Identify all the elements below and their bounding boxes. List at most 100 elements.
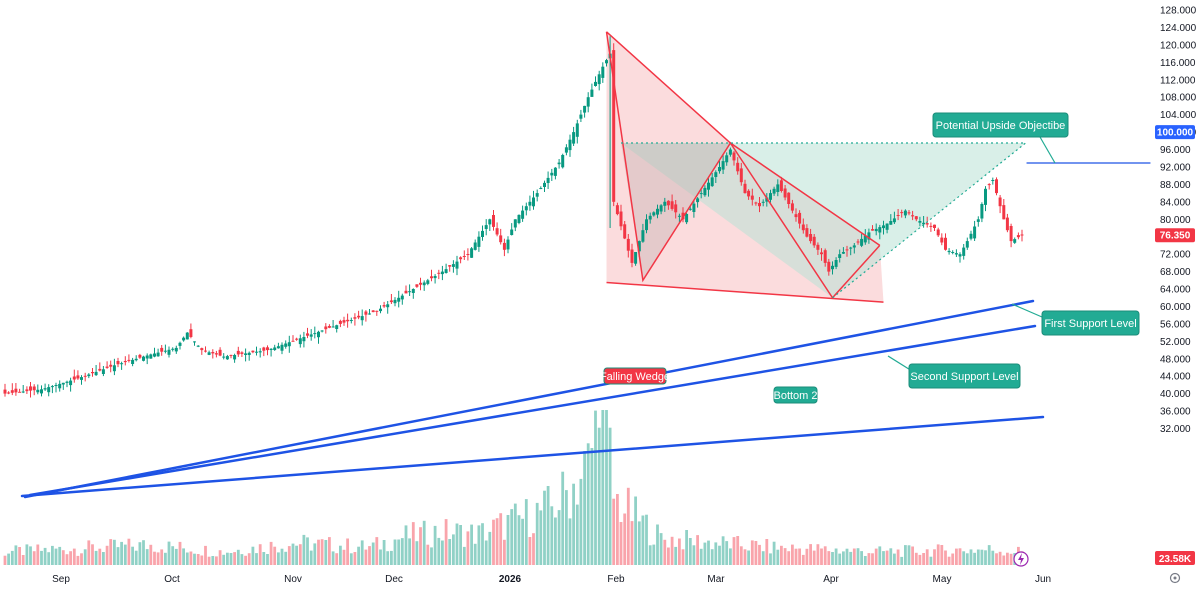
bottom2-label[interactable]: Bottom 2 [773, 386, 818, 404]
candle-body [783, 188, 787, 198]
volume-bar [572, 483, 575, 565]
second-support-label[interactable]: Second Support Level [887, 355, 1021, 389]
volume-bar [823, 546, 827, 565]
wedge-lower-line[interactable] [606, 281, 884, 303]
volume-bar [987, 545, 991, 565]
candle [98, 362, 102, 372]
volume-bar [94, 550, 98, 565]
candle-body [776, 184, 780, 192]
first-support-line[interactable] [23, 299, 1035, 499]
candle [794, 208, 798, 222]
volume-bar [309, 550, 313, 565]
candle-body [14, 388, 18, 393]
candle [816, 242, 820, 255]
candle [907, 210, 911, 216]
candle-body [426, 280, 430, 284]
volume-bar [710, 549, 714, 565]
candle [236, 346, 240, 357]
candle-body [50, 386, 54, 388]
volume-bar [3, 555, 7, 565]
candle [430, 269, 433, 282]
long-term-trendline[interactable] [20, 415, 1045, 498]
candle-body [863, 235, 867, 243]
volume-bar [947, 556, 951, 565]
candle-body [973, 226, 977, 239]
volume-bar [452, 534, 455, 565]
volume-bar [860, 551, 863, 565]
candle [408, 284, 412, 296]
candle-body [76, 375, 80, 379]
volume-bar [871, 553, 874, 565]
candle-body [415, 284, 419, 287]
volume-bar [758, 544, 761, 565]
price-tick-label: 60.000 [1160, 302, 1191, 313]
volume-bar [437, 537, 441, 565]
candle-body [856, 241, 860, 243]
candle [630, 243, 634, 268]
candle [648, 212, 652, 224]
volume-bar [608, 427, 612, 565]
candle [736, 157, 740, 175]
volume-bar [565, 490, 568, 565]
candle-body [809, 234, 813, 242]
candle-body [747, 190, 751, 197]
first-support-label[interactable]: First Support Level [1011, 303, 1140, 336]
volume-bar [375, 537, 379, 565]
candle-body [382, 305, 386, 307]
candle [317, 330, 320, 344]
candle [958, 252, 962, 263]
candle [754, 201, 758, 206]
candle-body [94, 371, 98, 376]
candle [790, 199, 794, 214]
gear-icon[interactable] [1169, 572, 1181, 584]
time-axis-label: 2026 [499, 574, 522, 585]
candle-body [174, 347, 178, 352]
candle-body [484, 225, 488, 229]
candle-body [287, 342, 291, 347]
volume-bar [160, 549, 164, 565]
candle-body [907, 212, 911, 214]
volume-bar [313, 543, 317, 565]
candle-body [834, 260, 838, 267]
candle-body [761, 201, 765, 203]
candle [1002, 199, 1006, 220]
volume-bar [663, 539, 667, 565]
annotation-background-layer [606, 31, 1026, 303]
candle [419, 277, 422, 291]
candle-body [368, 313, 371, 315]
second-support-label-box [908, 363, 1021, 389]
wedge-zigzag[interactable] [605, 31, 881, 300]
volume-bar [747, 550, 750, 565]
candle-body [787, 192, 791, 204]
candle [619, 204, 623, 231]
volume-bar [503, 539, 506, 565]
volume-bar [335, 553, 339, 565]
candle-body [284, 343, 288, 347]
candle [196, 345, 200, 348]
volume-bar [32, 551, 36, 565]
candle [725, 152, 729, 166]
falling-wedge-label[interactable]: Falling Wedge [600, 367, 670, 385]
second-support-line[interactable] [28, 324, 1037, 497]
upside-objective-label[interactable]: Potential Upside Objectibe [932, 112, 1069, 164]
volume-bar [284, 551, 288, 565]
candle [615, 202, 619, 216]
volume-bar [914, 552, 918, 565]
candle-body [477, 236, 481, 247]
candle [276, 342, 280, 349]
candle-body [393, 299, 397, 304]
candle [29, 382, 32, 398]
volume-bar [648, 545, 652, 565]
candle-body [98, 368, 102, 371]
lightning-icon[interactable] [1013, 551, 1029, 567]
candle [477, 231, 481, 252]
price-tick-label: 56.000 [1160, 319, 1191, 330]
falling-wedge-label-box [603, 367, 667, 385]
candle [335, 324, 339, 333]
volume-bar [142, 540, 145, 565]
candle [258, 348, 262, 358]
candle [43, 383, 47, 391]
candle-body [703, 187, 707, 196]
